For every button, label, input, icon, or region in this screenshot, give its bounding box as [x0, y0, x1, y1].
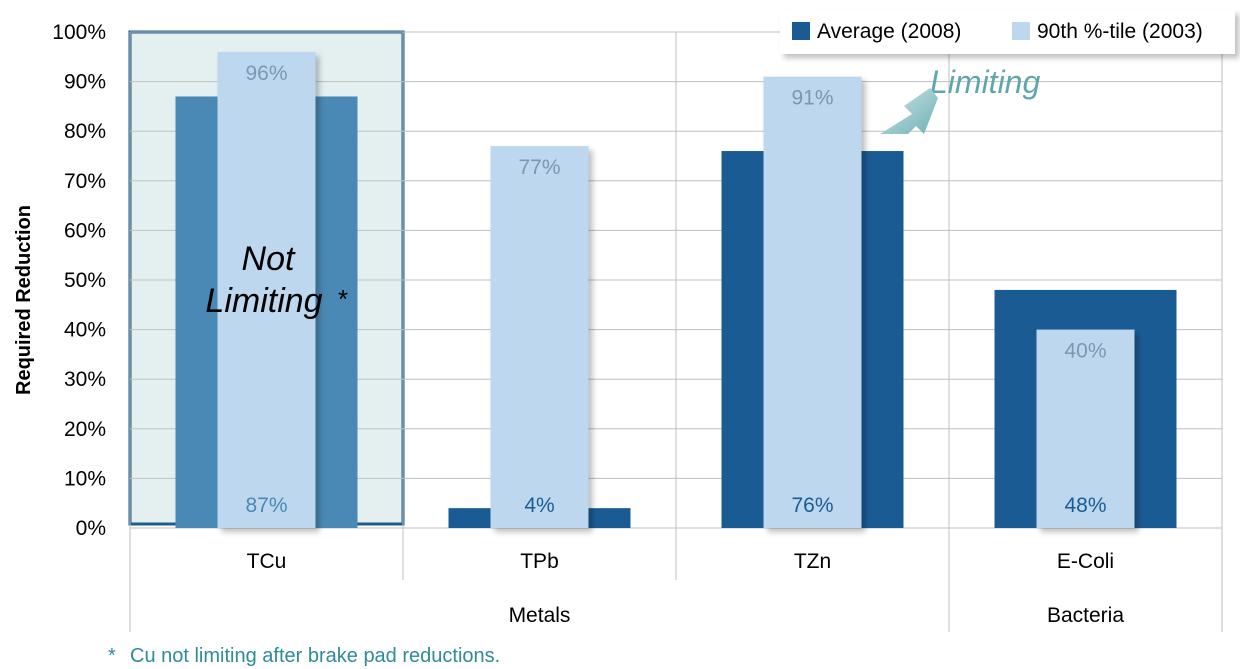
limiting-arrow-icon [880, 88, 938, 134]
data-label-average-tpb: 4% [524, 494, 554, 517]
y-tick-label: 40% [64, 319, 106, 342]
legend-box [780, 10, 1235, 54]
y-tick-label: 90% [64, 71, 106, 94]
bar-90th-tile-e-coli [1036, 329, 1135, 528]
y-tick-label: 70% [64, 170, 106, 193]
bar-90th-tile-tpb [490, 146, 589, 528]
y-tick-label: 10% [64, 467, 106, 490]
legend-label-90th-tile: 90th %-tile (2003) [1037, 20, 1203, 43]
data-label-90th-tile-e-coli: 40% [1064, 340, 1106, 363]
not-limiting-label-line2: Limiting [205, 282, 322, 320]
y-tick-label: 0% [76, 517, 106, 540]
group-label-bacteria: Bacteria [1047, 604, 1124, 627]
category-label-e-coli: E-Coli [1057, 550, 1114, 573]
y-tick-label: 30% [64, 368, 106, 391]
limiting-label: Limiting [930, 64, 1040, 100]
legend-swatch-average [792, 22, 810, 40]
y-tick-label: 80% [64, 120, 106, 143]
y-tick-label: 60% [64, 219, 106, 242]
category-label-tcu: TCu [247, 550, 287, 573]
footnote-text: Cu not limiting after brake pad reductio… [130, 645, 500, 667]
y-tick-label: 100% [52, 21, 106, 44]
legend-label-average: Average (2008) [817, 20, 961, 43]
footnote-asterisk: * [108, 645, 116, 667]
y-tick-label: 50% [64, 269, 106, 292]
not-limiting-label-line1: Not [242, 240, 296, 278]
legend: Average (2008) 90th %-tile (2003) [780, 10, 1235, 54]
y-axis-title: Required Reduction [13, 205, 35, 395]
category-axis: TCu TPb TZn E-Coli Metals Bacteria [129, 528, 1223, 632]
data-label-90th-tile-tcu: 96% [245, 62, 287, 85]
bars [175, 51, 1177, 529]
data-label-90th-tile-tpb: 77% [518, 156, 560, 179]
data-label-average-tcu: 87% [245, 494, 287, 517]
data-labels: 96% 87% 77% 4% 91% 76% 40% 48% [245, 62, 1106, 517]
data-label-90th-tile-tzn: 91% [791, 87, 833, 110]
y-axis-ticks: 0% 10% 20% 30% 40% 50% 60% 70% 80% 90% 100% [52, 21, 106, 540]
bar-90th-tile-tcu [217, 51, 316, 529]
not-limiting-asterisk: * [338, 284, 348, 314]
group-label-metals: Metals [509, 604, 571, 627]
data-label-average-e-coli: 48% [1064, 494, 1106, 517]
y-tick-label: 20% [64, 418, 106, 441]
data-label-average-tzn: 76% [791, 494, 833, 517]
category-label-tpb: TPb [520, 550, 559, 573]
category-label-tzn: TZn [794, 550, 831, 573]
bar-90th-tile-tzn [763, 76, 862, 528]
legend-swatch-90th-tile [1012, 22, 1030, 40]
